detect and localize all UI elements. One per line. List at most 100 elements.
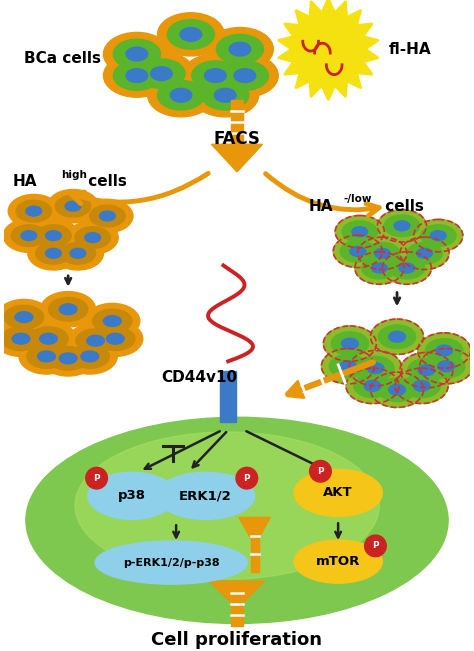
FancyArrowPatch shape — [71, 173, 208, 204]
Ellipse shape — [408, 358, 445, 382]
Ellipse shape — [234, 69, 255, 83]
Ellipse shape — [371, 372, 424, 408]
Ellipse shape — [27, 344, 66, 368]
Polygon shape — [278, 0, 379, 100]
Ellipse shape — [420, 225, 456, 247]
Ellipse shape — [156, 472, 255, 519]
Polygon shape — [210, 581, 264, 609]
Ellipse shape — [90, 205, 125, 227]
Polygon shape — [211, 145, 263, 172]
Ellipse shape — [384, 215, 419, 236]
Text: AKT: AKT — [323, 486, 353, 499]
Ellipse shape — [331, 332, 369, 355]
Ellipse shape — [372, 263, 387, 273]
Ellipse shape — [400, 352, 453, 388]
Ellipse shape — [418, 333, 471, 368]
Ellipse shape — [28, 236, 79, 270]
Ellipse shape — [75, 432, 379, 579]
Ellipse shape — [151, 67, 172, 81]
Ellipse shape — [339, 361, 356, 372]
Ellipse shape — [48, 346, 88, 370]
Ellipse shape — [426, 339, 463, 363]
Ellipse shape — [417, 249, 432, 258]
Ellipse shape — [138, 59, 185, 89]
Ellipse shape — [12, 333, 30, 344]
Ellipse shape — [357, 356, 394, 380]
Text: P: P — [317, 467, 324, 476]
Text: BCa cells: BCa cells — [24, 51, 101, 66]
Ellipse shape — [400, 237, 449, 270]
Ellipse shape — [60, 243, 96, 264]
Ellipse shape — [350, 247, 365, 256]
Text: high: high — [61, 170, 87, 180]
Ellipse shape — [36, 225, 71, 247]
Ellipse shape — [93, 309, 132, 333]
Ellipse shape — [68, 323, 123, 358]
Ellipse shape — [329, 354, 366, 378]
Ellipse shape — [26, 206, 42, 216]
Circle shape — [365, 535, 386, 557]
Ellipse shape — [214, 89, 236, 102]
Circle shape — [310, 460, 331, 482]
Ellipse shape — [65, 201, 81, 211]
Ellipse shape — [371, 319, 424, 354]
Text: FACS: FACS — [214, 130, 260, 148]
Ellipse shape — [207, 27, 273, 71]
Text: Cell proliferation: Cell proliferation — [152, 631, 322, 649]
Ellipse shape — [55, 195, 91, 217]
Text: CD44v10: CD44v10 — [162, 370, 237, 385]
Ellipse shape — [21, 321, 76, 356]
Ellipse shape — [11, 225, 46, 247]
Ellipse shape — [333, 235, 383, 268]
Text: HA: HA — [12, 174, 36, 189]
Bar — [231, 100, 243, 145]
Ellipse shape — [28, 219, 79, 253]
Ellipse shape — [128, 52, 195, 95]
Ellipse shape — [229, 42, 251, 56]
Ellipse shape — [358, 237, 407, 270]
Ellipse shape — [180, 27, 201, 41]
Ellipse shape — [126, 47, 148, 61]
Ellipse shape — [53, 236, 103, 270]
Ellipse shape — [75, 227, 110, 249]
Ellipse shape — [438, 361, 455, 372]
Ellipse shape — [419, 348, 473, 384]
Ellipse shape — [378, 378, 416, 402]
Ellipse shape — [170, 89, 192, 102]
Ellipse shape — [413, 380, 430, 391]
Ellipse shape — [205, 69, 226, 83]
Ellipse shape — [48, 298, 88, 321]
Circle shape — [86, 467, 108, 489]
Ellipse shape — [340, 240, 375, 262]
Ellipse shape — [367, 363, 384, 374]
Ellipse shape — [96, 327, 135, 350]
Ellipse shape — [47, 189, 99, 223]
Ellipse shape — [19, 339, 74, 374]
Ellipse shape — [378, 325, 416, 348]
Bar — [231, 581, 243, 626]
Ellipse shape — [342, 339, 358, 349]
Ellipse shape — [103, 54, 170, 97]
Ellipse shape — [321, 348, 374, 384]
Ellipse shape — [395, 368, 448, 404]
Ellipse shape — [59, 304, 77, 314]
Ellipse shape — [38, 351, 55, 362]
Ellipse shape — [377, 210, 427, 242]
Text: p38: p38 — [118, 490, 146, 503]
Text: cells: cells — [83, 174, 127, 189]
Ellipse shape — [81, 351, 99, 362]
Ellipse shape — [41, 292, 96, 327]
Text: P: P — [372, 542, 379, 550]
Ellipse shape — [100, 211, 115, 221]
Ellipse shape — [85, 232, 100, 243]
Ellipse shape — [148, 74, 214, 117]
Ellipse shape — [46, 249, 61, 258]
Ellipse shape — [59, 353, 77, 364]
Ellipse shape — [394, 221, 410, 230]
Ellipse shape — [355, 252, 404, 284]
Ellipse shape — [62, 339, 117, 374]
Text: -/low: -/low — [343, 194, 372, 204]
Ellipse shape — [418, 365, 435, 376]
Ellipse shape — [389, 384, 405, 395]
Ellipse shape — [88, 472, 176, 519]
